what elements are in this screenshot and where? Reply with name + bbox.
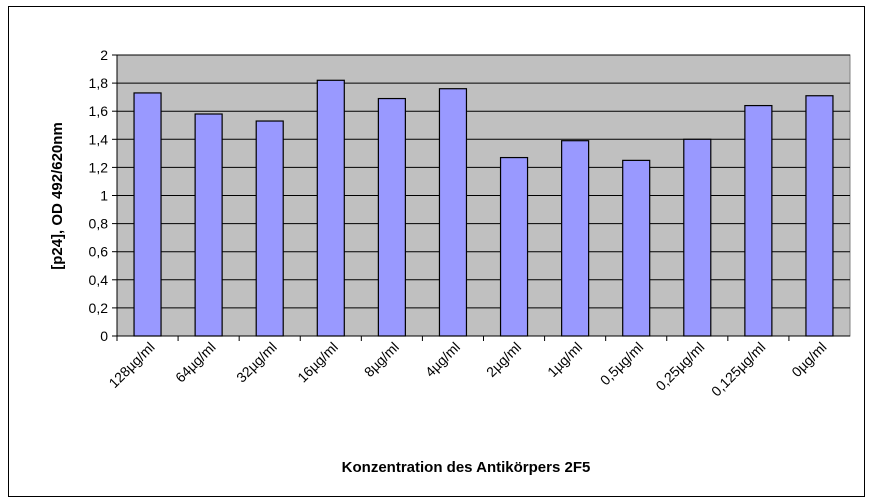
bar (744, 104, 773, 337)
y-axis-title: [p24], OD 492/620nm (49, 122, 66, 270)
y-tick-label: 2 (100, 47, 108, 63)
y-tick-label: 0,4 (89, 272, 109, 288)
bar (133, 92, 162, 337)
y-tick-label: 0 (100, 328, 108, 344)
bar (316, 79, 345, 337)
bar (255, 120, 284, 337)
bar (377, 97, 406, 337)
y-tick-label: 1,4 (89, 131, 109, 147)
y-tick-label: 1,8 (89, 75, 109, 91)
y-tick-label: 0,2 (89, 300, 109, 316)
y-tick-label: 1,2 (89, 159, 109, 175)
bar (622, 159, 651, 337)
bar (561, 140, 590, 337)
y-tick-label: 1 (100, 188, 108, 204)
x-axis-title: Konzentration des Antikörpers 2F5 (342, 459, 591, 476)
y-tick-label: 1,6 (89, 103, 109, 119)
y-tick-label: 0,8 (89, 216, 109, 232)
bar (499, 156, 529, 337)
bar (683, 138, 712, 337)
bar (805, 95, 834, 337)
bar (438, 88, 468, 337)
y-tick-label: 0,6 (89, 244, 109, 260)
bar (194, 113, 223, 337)
